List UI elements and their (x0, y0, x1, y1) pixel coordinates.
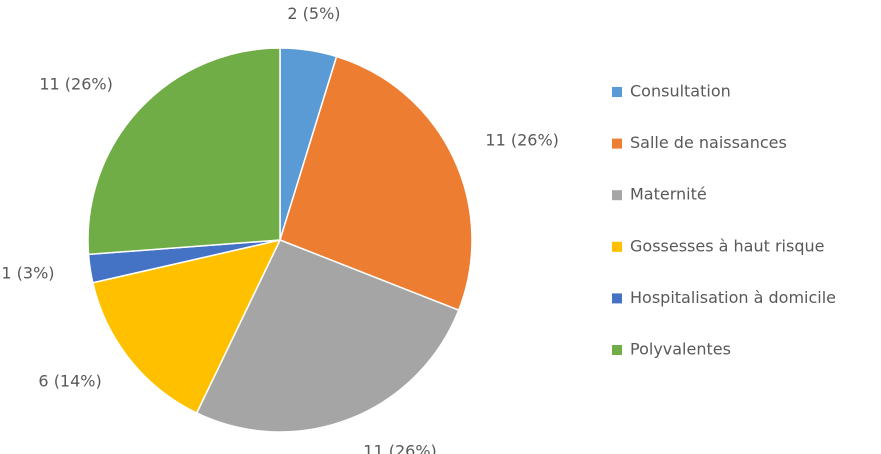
legend-label: Gossesses à haut risque (630, 236, 824, 255)
legend-swatch (612, 293, 622, 304)
legend-label: Hospitalisation à domicile (630, 288, 836, 307)
pie-slice (279, 55, 473, 312)
legend-label: Consultation (630, 82, 731, 101)
data-label: 1 (3%) (1, 263, 54, 282)
data-label: 6 (14%) (38, 372, 101, 391)
data-label: 11 (26%) (485, 131, 559, 150)
pie-slice (87, 47, 281, 256)
data-label: 11 (26%) (39, 74, 113, 93)
legend-swatch (612, 241, 622, 252)
legend-swatch (612, 345, 622, 355)
data-label: 11 (26%) (363, 442, 437, 454)
legend-swatch (612, 87, 622, 97)
data-label: 2 (5%) (287, 4, 340, 23)
legend-label: Polyvalentes (630, 340, 731, 359)
legend-swatch (612, 138, 622, 149)
pie-slice (91, 238, 282, 414)
legend-swatch (612, 190, 622, 201)
legend-label: Maternité (630, 185, 707, 204)
legend-label: Salle de naissances (630, 133, 787, 152)
pie-slice (195, 239, 460, 433)
